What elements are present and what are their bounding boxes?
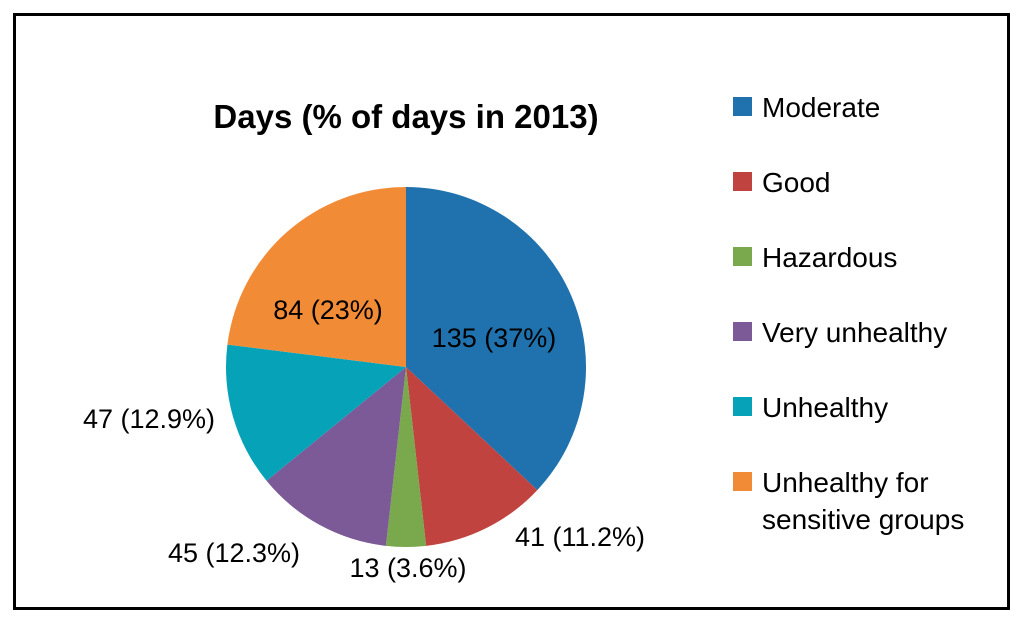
legend-swatch-moderate bbox=[733, 97, 752, 116]
legend-swatch-unhealthy bbox=[733, 397, 752, 416]
legend-swatch-very-unhealthy bbox=[733, 322, 752, 341]
pie-slice-5 bbox=[227, 187, 406, 367]
pie-slice-0 bbox=[406, 187, 587, 491]
slice-label-unhealthy-sensitive-groups: 84 (23%) bbox=[273, 295, 383, 325]
slice-label-very-unhealthy: 45 (12.3%) bbox=[167, 538, 301, 568]
legend: Moderate Good Hazardous Very unhealthy U… bbox=[733, 89, 1000, 538]
legend-label: Very unhealthy bbox=[762, 317, 948, 348]
chart-border-frame: Days (% of days in 2013) 135 (37%) 41 (1… bbox=[13, 13, 1010, 610]
legend-item-hazardous: Hazardous bbox=[733, 239, 1000, 276]
legend-label: Hazardous bbox=[762, 242, 898, 273]
legend-item-unhealthy-sensitive-groups: Unhealthy for sensitive groups bbox=[733, 464, 1000, 538]
legend-swatch-good bbox=[733, 172, 752, 191]
legend-item-moderate: Moderate bbox=[733, 89, 1000, 126]
pie-slice-3 bbox=[266, 367, 406, 546]
pie-slice-4 bbox=[225, 344, 406, 481]
slice-label-unhealthy: 47 (12.9%) bbox=[82, 404, 216, 434]
legend-label: Moderate bbox=[762, 92, 881, 123]
pie-slice-1 bbox=[406, 367, 538, 546]
legend-label: Unhealthy for sensitive groups bbox=[762, 467, 965, 535]
legend-item-unhealthy: Unhealthy bbox=[733, 389, 1000, 426]
legend-item-very-unhealthy: Very unhealthy bbox=[733, 314, 1000, 351]
pie-slice-2 bbox=[385, 367, 427, 547]
legend-label: Unhealthy bbox=[762, 392, 889, 423]
legend-swatch-unhealthy-sensitive-groups bbox=[733, 472, 752, 491]
pie-chart bbox=[225, 187, 587, 547]
legend-item-good: Good bbox=[733, 164, 1000, 201]
chart-title: Days (% of days in 2013) bbox=[213, 98, 599, 135]
slice-label-moderate: 135 (37%) bbox=[431, 323, 557, 353]
slice-label-hazardous: 13 (3.6%) bbox=[349, 553, 467, 583]
legend-label: Good bbox=[762, 167, 831, 198]
legend-swatch-hazardous bbox=[733, 247, 752, 266]
slice-label-good: 41 (11.2%) bbox=[514, 522, 646, 552]
